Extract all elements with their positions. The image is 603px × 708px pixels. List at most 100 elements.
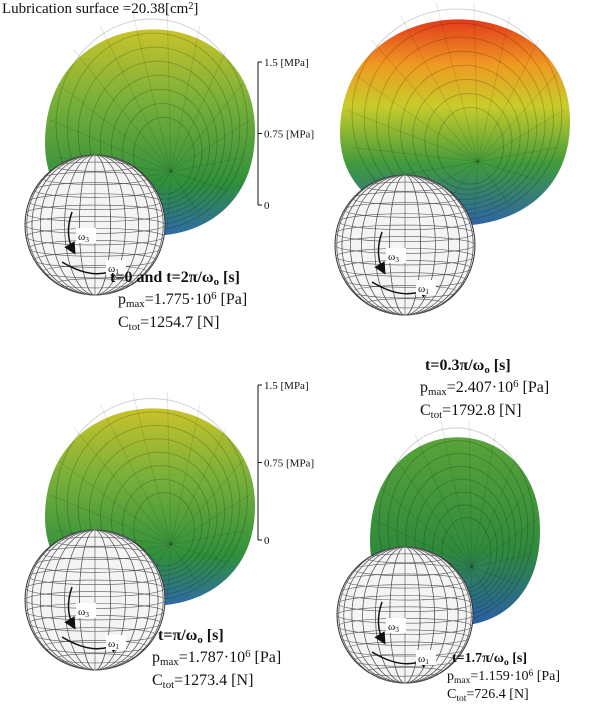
sphere-latitude	[56, 161, 134, 172]
figure-title: Lubrication surface =20.38[cm2]	[2, 1, 198, 18]
mesh-line	[400, 64, 529, 200]
mesh-line	[166, 171, 172, 228]
text-run: [s]	[509, 651, 527, 666]
mesh-line	[477, 39, 540, 162]
subscript: tot	[129, 321, 140, 333]
mesh-line	[473, 2, 479, 162]
sphere-meridian	[26, 529, 164, 671]
time-label: t=1.7π/ωo [s]	[452, 651, 527, 668]
text-run: p	[152, 649, 160, 666]
omega-1-label: ω1	[108, 263, 119, 276]
text-run: [s]	[490, 357, 511, 374]
sphere	[24, 154, 166, 296]
text-run: ω	[108, 263, 115, 275]
mesh-line	[399, 15, 479, 162]
supscript: 6	[211, 290, 217, 302]
mesh-line	[170, 171, 227, 191]
mesh-line	[170, 544, 227, 563]
mesh-line	[133, 116, 195, 195]
mesh-line	[477, 72, 559, 163]
omega-1-label: ω1	[418, 653, 429, 666]
mesh-line	[352, 146, 479, 163]
mesh-line	[352, 72, 479, 163]
pmax-label: pmax=1.775·106 [Pa]	[118, 290, 247, 310]
mesh-line	[55, 458, 172, 545]
mesh-line	[170, 156, 244, 173]
text-run: =1792.8 [N]	[442, 402, 521, 419]
text-run: =1273.4 [N]	[174, 672, 253, 689]
label-box	[106, 635, 126, 650]
text-run: =1.775·10	[145, 291, 211, 308]
text-run: [s]	[219, 269, 240, 286]
mesh-line	[122, 478, 203, 572]
mesh-line	[471, 485, 532, 568]
mesh-line	[132, 12, 172, 172]
sphere-latitude	[344, 272, 466, 288]
text-run: ω	[108, 638, 115, 650]
sphere-latitude	[25, 204, 165, 222]
scale-label: 1.5 [MPa]	[264, 57, 309, 69]
ctot-label: Ctot=1792.8 [N]	[420, 402, 521, 421]
text-run: ω	[388, 621, 395, 633]
pmax-label: pmax=1.159·106 [Pa]	[447, 669, 560, 686]
sphere-latitude	[340, 584, 470, 601]
mesh-line	[170, 544, 201, 586]
mesh-line	[468, 421, 473, 568]
mesh-line	[50, 494, 172, 545]
mesh-line	[170, 458, 245, 545]
sphere-latitude	[28, 193, 162, 210]
mesh-line	[55, 82, 172, 173]
subscript: tot	[163, 679, 174, 691]
text-run: ]	[193, 1, 198, 17]
mesh-line	[477, 146, 558, 163]
rotation-arrow	[64, 211, 76, 255]
mesh-line	[471, 566, 518, 585]
mesh-line	[73, 49, 172, 173]
subscript: 1	[425, 657, 429, 666]
sphere-meridian	[26, 154, 164, 296]
mesh-line	[99, 25, 172, 172]
mesh-line	[132, 391, 172, 545]
sphere	[336, 546, 474, 684]
sphere-latitude	[42, 640, 148, 654]
rotation-arrow	[374, 231, 386, 275]
subscript: max	[126, 298, 145, 310]
text-run: C	[118, 314, 129, 331]
subscript: tot	[431, 409, 442, 421]
sphere-meridian	[336, 174, 474, 316]
scale-label: 0	[264, 200, 270, 212]
scale-label: 1.5 [MPa]	[264, 380, 309, 392]
mesh-line	[166, 392, 172, 545]
text-run: p	[420, 379, 428, 396]
subscript: max	[160, 656, 179, 668]
text-run: ω	[418, 653, 425, 665]
subscript: 1	[425, 287, 429, 296]
subscript: 1	[115, 642, 119, 651]
mesh-line	[471, 455, 518, 568]
mesh-line	[166, 12, 172, 172]
mesh-line	[170, 427, 227, 545]
mesh-line	[378, 485, 473, 568]
sphere-latitude	[366, 181, 444, 192]
mesh-line	[477, 161, 511, 205]
text-run: [Pa]	[217, 291, 248, 308]
scale-label: 0	[264, 535, 270, 547]
sphere-latitude	[34, 627, 156, 643]
mesh-line	[170, 119, 251, 173]
subscript: tot	[456, 694, 466, 704]
label-box	[386, 618, 406, 633]
mesh-line	[73, 427, 172, 545]
mesh-line	[471, 566, 496, 607]
mesh-line	[471, 433, 496, 568]
omega-3-label: ω3	[388, 251, 399, 264]
sphere-latitude	[34, 182, 156, 198]
sphere-latitude	[345, 573, 465, 589]
mesh-line	[477, 15, 511, 162]
mesh-line	[99, 404, 172, 545]
omega-1-label: ω1	[108, 638, 119, 651]
sphere-latitude	[25, 579, 165, 597]
sphere-latitude	[354, 563, 456, 577]
text-run: t=0 and t=2π/ω	[110, 269, 214, 286]
sphere-latitude	[56, 278, 134, 289]
supscript: 6	[245, 648, 251, 660]
